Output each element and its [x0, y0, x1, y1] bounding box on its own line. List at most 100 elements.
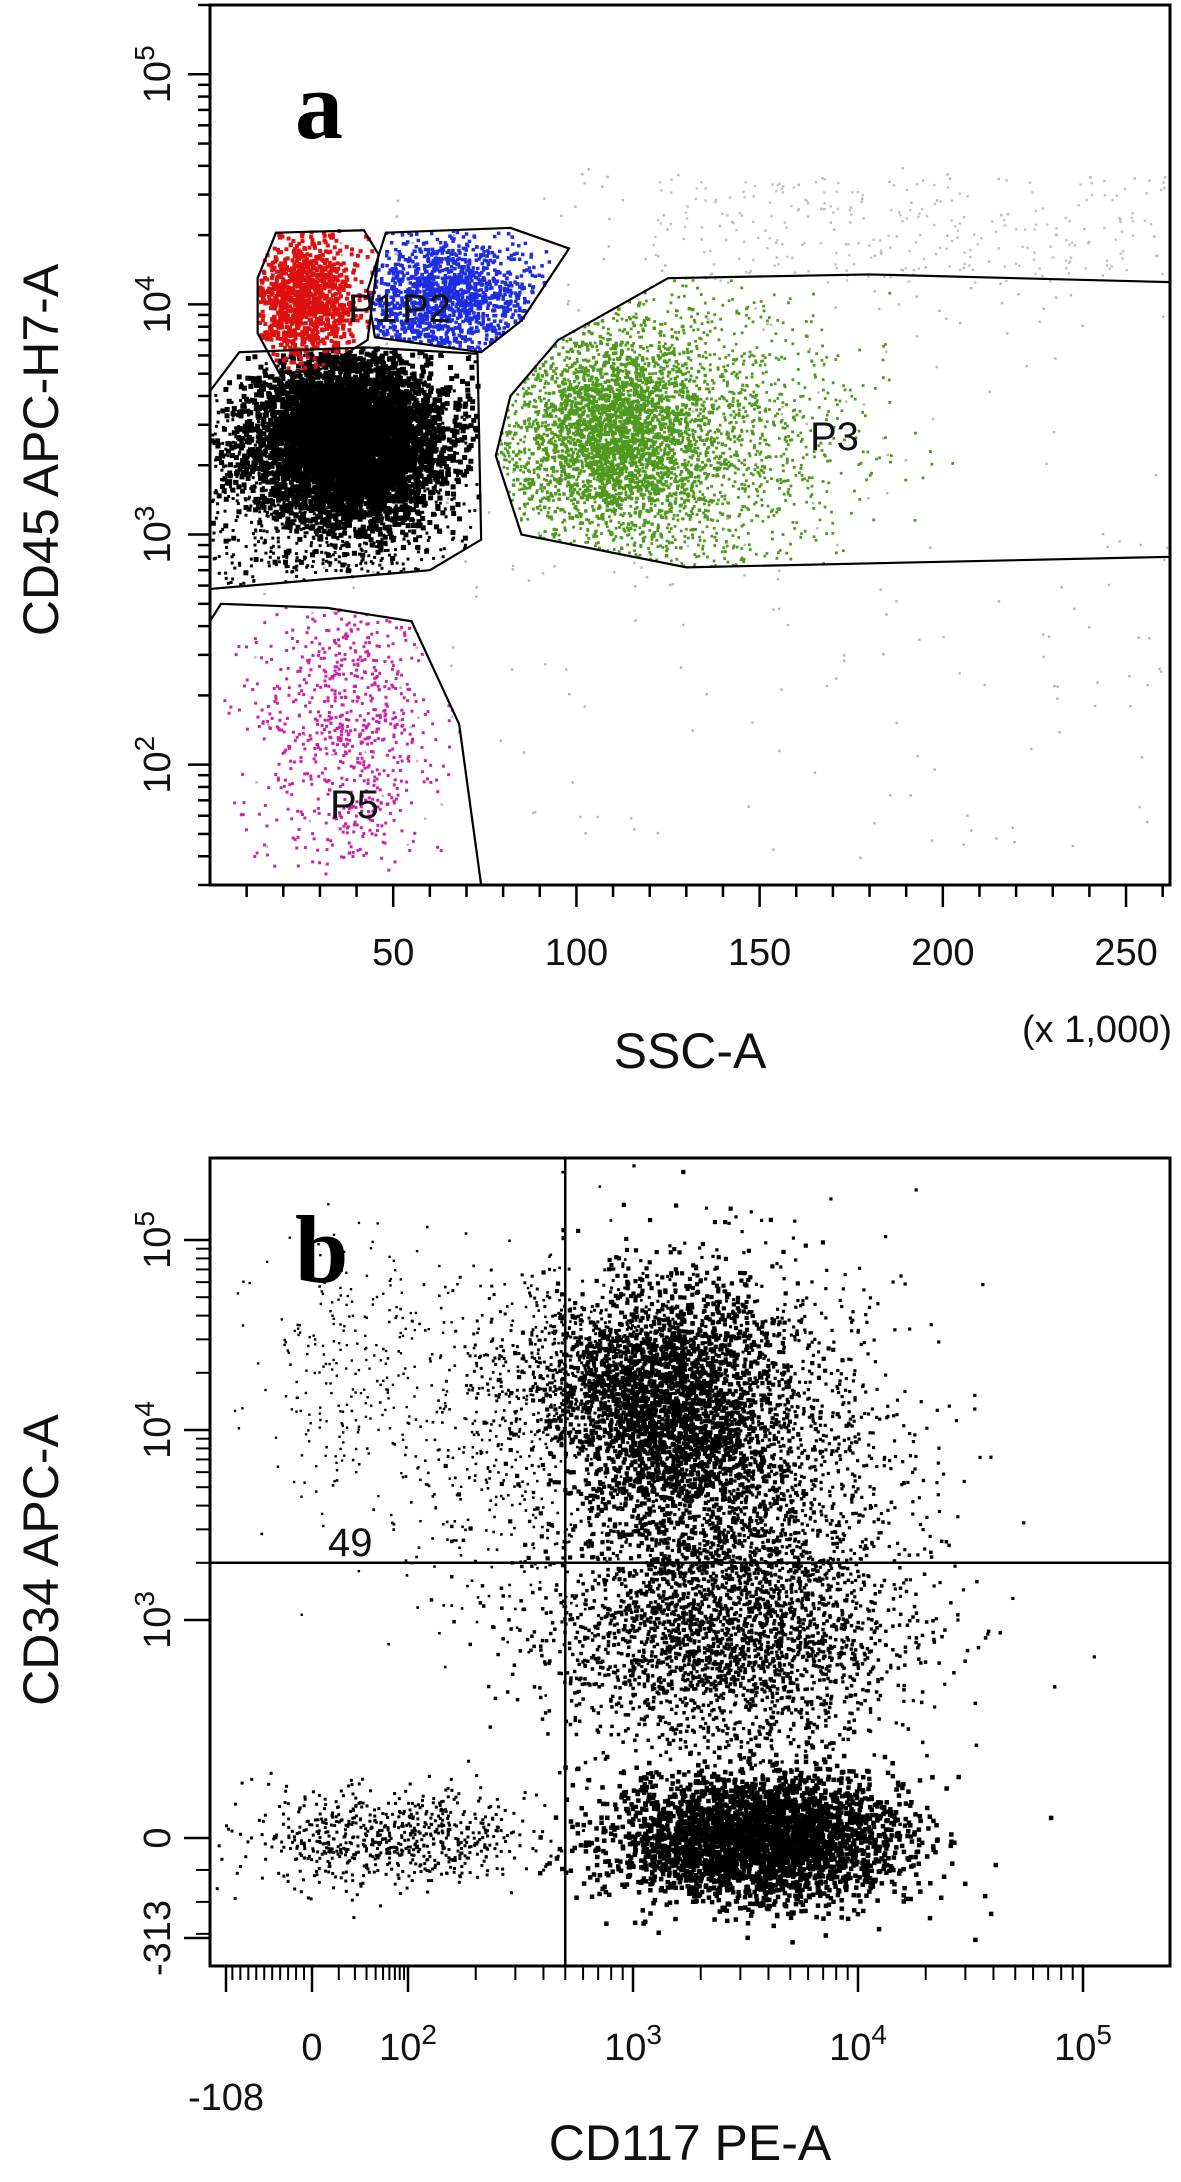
panel-a-event-dot: [312, 837, 316, 841]
panel-a-event-dot: [579, 369, 583, 374]
panel-a-event-dot: [772, 514, 776, 517]
panel-a-event-dot: [706, 387, 710, 391]
panel-a-event-dot: [612, 486, 616, 491]
panel-a-event-dot: [403, 634, 407, 638]
panel-a-event-dot: [287, 686, 291, 690]
panel-a-event-dot: [618, 525, 621, 529]
panel-a-event-dot: [702, 465, 706, 469]
panel-a-event-dot: [918, 638, 921, 641]
panel-a-event-dot: [353, 685, 357, 689]
panel-a-event-dot: [570, 349, 575, 354]
panel-a-event-dot: [676, 465, 680, 469]
panel-a-event-dot: [742, 473, 746, 477]
panel-a-event-dot: [673, 524, 677, 528]
panel-a-event-dot: [302, 678, 306, 682]
panel-a-event-dot: [553, 432, 557, 437]
panel-a-event-dot: [776, 397, 780, 400]
panel-a-event-dot: [1103, 194, 1107, 197]
panel-a-event-dot: [354, 668, 358, 672]
panel-a-event-dot: [337, 651, 341, 655]
panel-a-event-dot: [563, 381, 567, 386]
panel-a-event-dot: [663, 351, 667, 355]
panel-a-event-dot: [763, 554, 767, 558]
panel-a-event-dot: [339, 815, 343, 819]
panel-a-event-dot: [888, 401, 892, 404]
panel-a-event-dot: [579, 402, 583, 406]
panel-a-event-dot: [659, 221, 663, 225]
panel-a-event-dot: [241, 772, 245, 776]
panel-a-event-dot: [781, 401, 785, 405]
panel-a-event-dot: [788, 297, 792, 301]
panel-a-event-dot: [695, 344, 698, 348]
panel-a-event-dot: [924, 266, 928, 269]
panel-a-event-dot: [597, 506, 601, 511]
panel-a-event-dot: [684, 403, 689, 408]
panel-a-event-dot: [723, 458, 727, 462]
panel-a-event-dot: [329, 720, 333, 724]
panel-a-event-dot: [667, 522, 671, 526]
panel-a-event-dot: [692, 328, 696, 332]
panel-a-event-dot: [717, 441, 720, 445]
panel-a-event-dot: [586, 373, 590, 377]
panel-a-event-dot: [346, 724, 350, 728]
panel-a-event-dot: [728, 406, 732, 410]
panel-a-event-dot: [616, 414, 620, 419]
panel-a-event-dot: [309, 774, 313, 778]
panel-a-event-dot: [244, 828, 248, 832]
panel-a-event-dot: [646, 480, 650, 483]
panel-a-event-dot: [646, 395, 651, 400]
panel-a-event-dot: [796, 434, 800, 437]
panel-a-event-dot: [770, 214, 773, 218]
panel-a-event-dot: [797, 183, 801, 187]
panel-a-event-dot: [597, 439, 601, 443]
panel-a-event-dot: [667, 370, 671, 375]
panel-a-event-dot: [583, 181, 586, 185]
panel-a-event-dot: [394, 687, 398, 691]
panel-a-event-dot: [727, 435, 731, 438]
panel-a-event-dot: [1083, 227, 1086, 231]
panel-a-event-dot: [697, 479, 701, 483]
panel-a-event-dot: [643, 362, 647, 366]
panel-a-event-dot: [504, 458, 508, 462]
panel-a-event-dot: [771, 537, 774, 541]
panel-a-event-dot: [310, 782, 314, 786]
panel-a-event-dot: [683, 488, 687, 492]
panel-a-event-dot: [551, 423, 555, 427]
panel-a-event-dot: [587, 452, 591, 456]
panel-a-event-dot: [321, 647, 325, 651]
panel-a-event-dot: [784, 499, 787, 503]
panel-a-event-dot: [606, 354, 611, 358]
panel-a-event-dot: [882, 344, 885, 348]
panel-a-event-dot: [683, 483, 687, 486]
panel-a-event-dot: [323, 679, 327, 683]
panel-a-event-dot: [733, 471, 737, 475]
panel-a-event-dot: [759, 300, 763, 303]
panel-a-event-dot: [704, 350, 708, 354]
panel-a-event-dot: [526, 502, 529, 506]
panel-a-event-dot: [645, 575, 649, 579]
panel-a-event-dot: [344, 822, 348, 826]
panel-a-event-dot: [522, 470, 526, 474]
panel-a-event-dot: [763, 356, 767, 360]
panel-a-event-dot: [643, 480, 647, 484]
panel-a-event-dot: [412, 643, 416, 647]
panel-a-event-dot: [542, 414, 546, 418]
panel-a-event-dot: [699, 337, 703, 341]
panel-a-event-dot: [782, 469, 785, 473]
panel-a-event-dot: [742, 359, 746, 363]
panel-a-event-dot: [588, 427, 591, 431]
panel-a-event-dot: [843, 438, 846, 442]
panel-a-event-dot: [349, 671, 353, 675]
panel-a-event-dot: [737, 514, 741, 518]
panel-a-event-dot: [574, 205, 577, 208]
panel-a-event-dot: [754, 359, 758, 363]
panel-a-event-dot: [753, 184, 757, 188]
panel-a-event-dot: [661, 546, 665, 549]
panel-a-event-dot: [367, 764, 371, 768]
panel-a-event-dot: [717, 457, 721, 461]
panel-a-event-dot: [298, 669, 302, 673]
panel-a-event-dot: [358, 847, 362, 851]
panel-a-event-dot: [623, 452, 626, 456]
panel-a-event-dot: [285, 716, 289, 720]
panel-a-event-dot: [869, 256, 873, 259]
